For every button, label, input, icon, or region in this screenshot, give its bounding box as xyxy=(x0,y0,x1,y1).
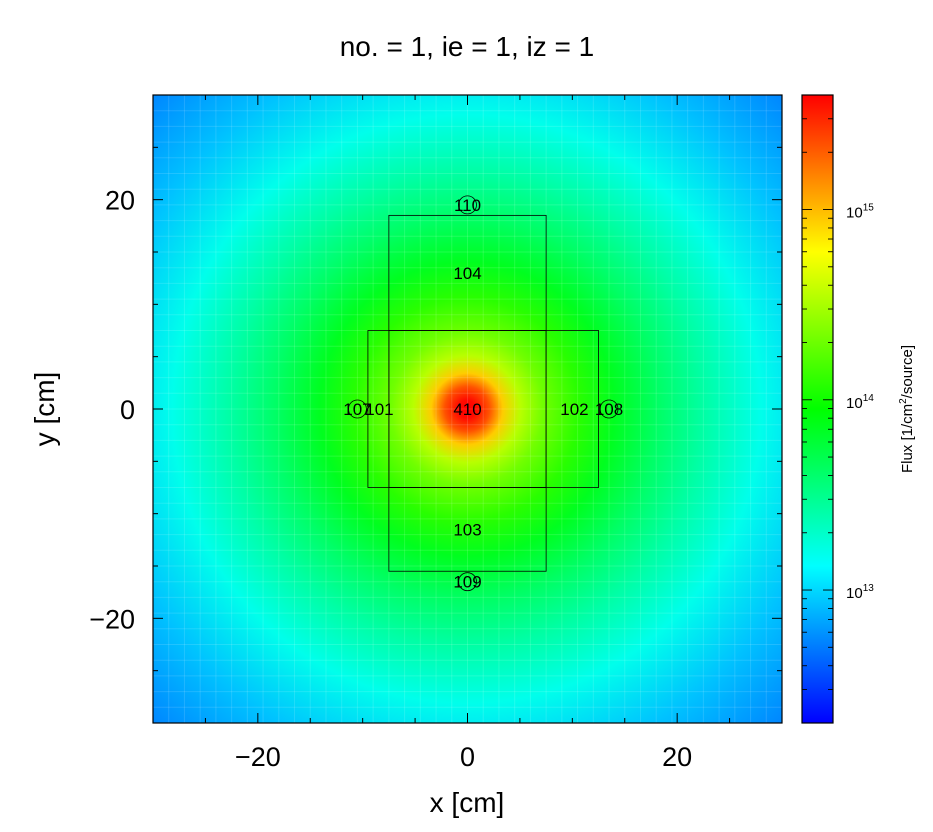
region-label-410: 410 xyxy=(453,400,481,419)
colorbar-label-post: /source] xyxy=(899,345,916,398)
region-outline-101 xyxy=(367,330,390,488)
point-label-109: 109 xyxy=(453,573,481,592)
y-tick-label: −20 xyxy=(89,604,135,634)
x-axis-label: x [cm] xyxy=(430,787,505,818)
colorbar-tick-label: 1015 xyxy=(846,203,874,222)
y-tick-label: 0 xyxy=(120,395,135,425)
points-layer: 110 109 107 108 xyxy=(343,195,623,592)
y-axis-label: y [cm] xyxy=(29,372,60,447)
colorbar-label-pre: Flux [1/cm xyxy=(899,404,916,473)
colorbar-tick-label: 1014 xyxy=(846,393,874,412)
x-tick-label: −20 xyxy=(235,742,281,772)
region-label-104: 104 xyxy=(453,264,481,283)
colorbar-tick-base: 10 xyxy=(846,585,863,602)
region-outline-102 xyxy=(545,330,599,488)
y-tick-label: 20 xyxy=(105,186,135,216)
region-label-102: 102 xyxy=(560,400,588,419)
point-marker-110 xyxy=(458,195,477,215)
region-label-101: 101 xyxy=(365,400,393,419)
point-marker-107 xyxy=(348,399,367,419)
regions-layer: 410 104 103 101 102 xyxy=(365,214,599,572)
chart-title: no. = 1, ie = 1, iz = 1 xyxy=(340,31,595,62)
region-outline-104 xyxy=(388,214,547,331)
point-label-107: 107 xyxy=(343,400,371,419)
colorbar-frame xyxy=(801,94,834,724)
colorbar-tick-base: 10 xyxy=(846,395,863,412)
point-marker-109 xyxy=(458,572,477,592)
y-axis-ticks: −20 0 20 xyxy=(89,146,782,672)
point-marker-108 xyxy=(599,399,619,419)
colorbar-gradient xyxy=(802,95,833,723)
region-label-103: 103 xyxy=(453,520,481,539)
colorbar-tick-base: 10 xyxy=(846,205,863,222)
colorbar-label: Flux [1/cm2/source] xyxy=(898,345,916,473)
mesh-grid xyxy=(153,95,782,723)
colorbar-tick-exp: 13 xyxy=(863,583,875,594)
region-outline-103 xyxy=(388,487,547,572)
colorbar-tick-label: 1013 xyxy=(846,583,874,602)
colorbar-label-sup: 2 xyxy=(898,398,909,404)
x-tick-label: 0 xyxy=(460,742,475,772)
colorbar-tick-exp: 15 xyxy=(863,203,875,214)
point-label-110: 110 xyxy=(454,196,481,215)
flux-field xyxy=(153,95,782,723)
colorbar-tick-exp: 14 xyxy=(863,393,875,404)
plot-area: 410 104 103 101 102 110 109 107 108 −20 0 20 −20 0… xyxy=(89,94,783,772)
point-label-108: 108 xyxy=(595,400,623,419)
x-tick-label: 20 xyxy=(662,742,692,772)
x-axis-ticks: −20 0 20 xyxy=(204,95,731,772)
